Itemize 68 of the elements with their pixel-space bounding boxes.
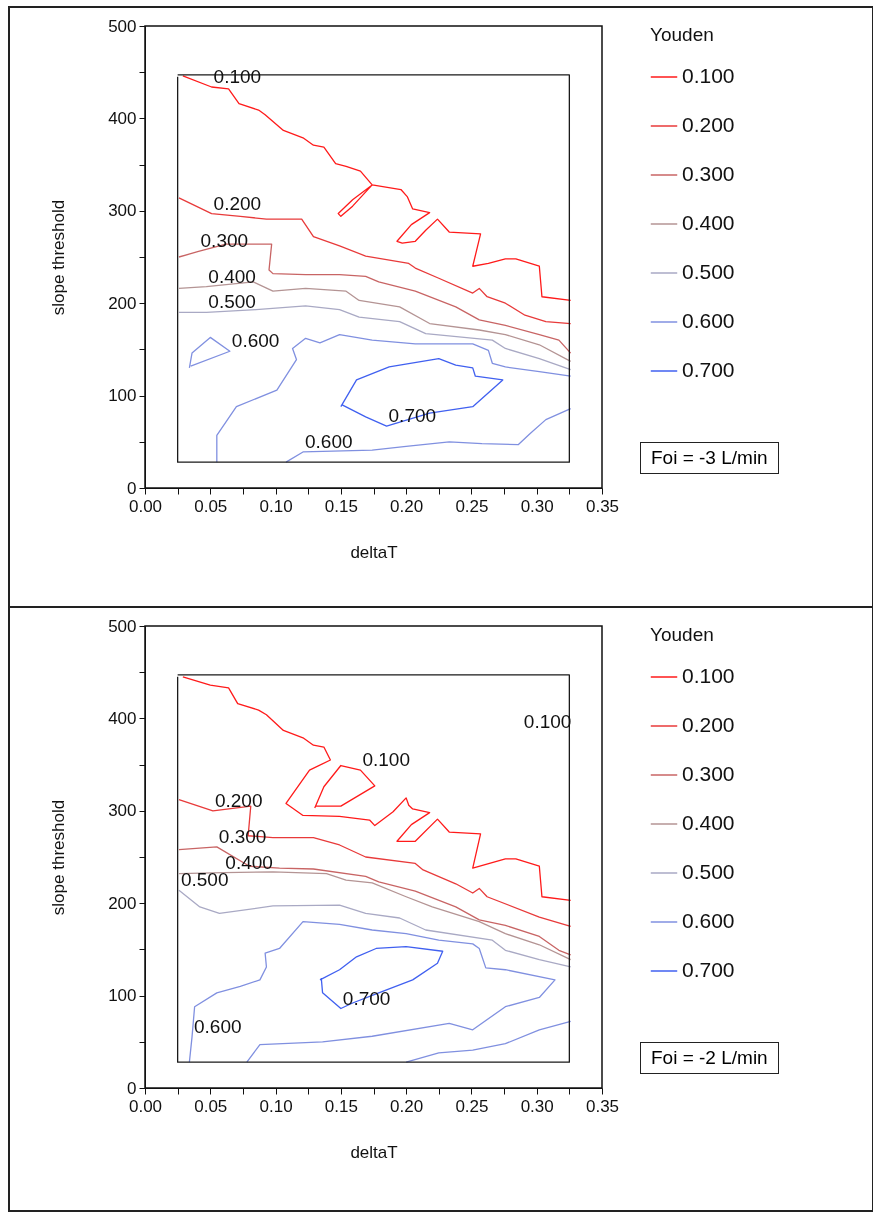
- legend-label: 0.400: [682, 811, 735, 834]
- x-tick-label: 0.30: [520, 1096, 554, 1116]
- legend-label: 0.300: [682, 162, 735, 185]
- x-tick-label: 0.10: [259, 1096, 293, 1116]
- x-tick-label: 0.20: [390, 496, 424, 516]
- x-tick-label: 0.15: [324, 496, 358, 516]
- y-tick-label: 100: [108, 986, 137, 1006]
- x-tick-label: 0.30: [520, 496, 554, 516]
- x-axis-title: deltaT: [350, 542, 398, 562]
- y-axis-title: slope threshold: [49, 799, 69, 916]
- y-tick-label: 300: [108, 201, 137, 221]
- line-series: [178, 281, 572, 363]
- line-series: [178, 846, 572, 956]
- y-tick-label: 0: [127, 1078, 137, 1098]
- annotation: 0.400: [208, 265, 256, 287]
- y-tick-label: 300: [108, 801, 137, 821]
- x-tick-label: 0.10: [259, 496, 293, 516]
- y-tick-label: 500: [108, 16, 137, 36]
- y-tick-label: 400: [108, 708, 137, 728]
- annotation: 0.100: [362, 749, 410, 771]
- y-tick-label: 500: [108, 616, 137, 636]
- y-axis-title: slope threshold: [49, 199, 69, 316]
- annotation: 0.600: [194, 1016, 242, 1038]
- annotation: 0.500: [208, 291, 256, 313]
- annotation: 0.300: [200, 230, 249, 252]
- legend-title: Youden: [650, 624, 714, 645]
- annotation: 0.600: [231, 330, 280, 352]
- x-tick-label: 0.00: [128, 496, 163, 516]
- y-tick-label: 0: [127, 478, 137, 498]
- legend-label: 0.400: [682, 211, 735, 234]
- line-series: [319, 945, 444, 1010]
- x-tick-label: 0.35: [585, 496, 620, 516]
- legend-label: 0.200: [682, 113, 735, 136]
- x-tick-label: 0.35: [585, 1096, 620, 1116]
- legend-label: 0.500: [682, 860, 735, 883]
- line-series: [178, 871, 572, 961]
- x-tick-label: 0.05: [194, 496, 228, 516]
- annotation: 0.500: [180, 869, 229, 891]
- legend-title: Youden: [650, 24, 714, 45]
- annotation: 0.600: [304, 430, 353, 452]
- annotation: 0.200: [213, 192, 262, 214]
- legend-label: 0.600: [682, 309, 735, 332]
- x-tick-label: 0.05: [194, 1096, 228, 1116]
- line-series: [340, 357, 504, 427]
- legend-label: 0.100: [682, 664, 735, 687]
- text: Foi = -2 L/min: [640, 1042, 779, 1074]
- y-tick-label: 200: [108, 893, 137, 913]
- x-tick-label: 0.20: [390, 1096, 424, 1116]
- legend-label: 0.600: [682, 909, 735, 932]
- annotation: 0.300: [218, 825, 267, 847]
- y-tick-label: 100: [108, 386, 137, 406]
- x-axis-title: deltaT: [350, 1142, 398, 1162]
- legend-label: 0.700: [682, 958, 735, 981]
- line-series: [178, 889, 572, 968]
- legend-label: 0.300: [682, 762, 735, 785]
- annotation: 0.200: [214, 789, 263, 811]
- text: Foi = -3 L/min: [640, 442, 779, 474]
- legend-label: 0.700: [682, 358, 735, 381]
- x-tick-label: 0.15: [324, 1096, 358, 1116]
- legend-label: 0.200: [682, 713, 735, 736]
- legend-label: 0.100: [682, 64, 735, 87]
- line-series: [178, 197, 572, 325]
- y-tick-label: 400: [108, 108, 137, 128]
- x-tick-label: 0.00: [128, 1096, 163, 1116]
- y-tick-label: 200: [108, 293, 137, 313]
- legend-label: 0.500: [682, 260, 735, 283]
- x-tick-label: 0.25: [455, 1096, 489, 1116]
- x-tick-label: 0.25: [455, 496, 489, 516]
